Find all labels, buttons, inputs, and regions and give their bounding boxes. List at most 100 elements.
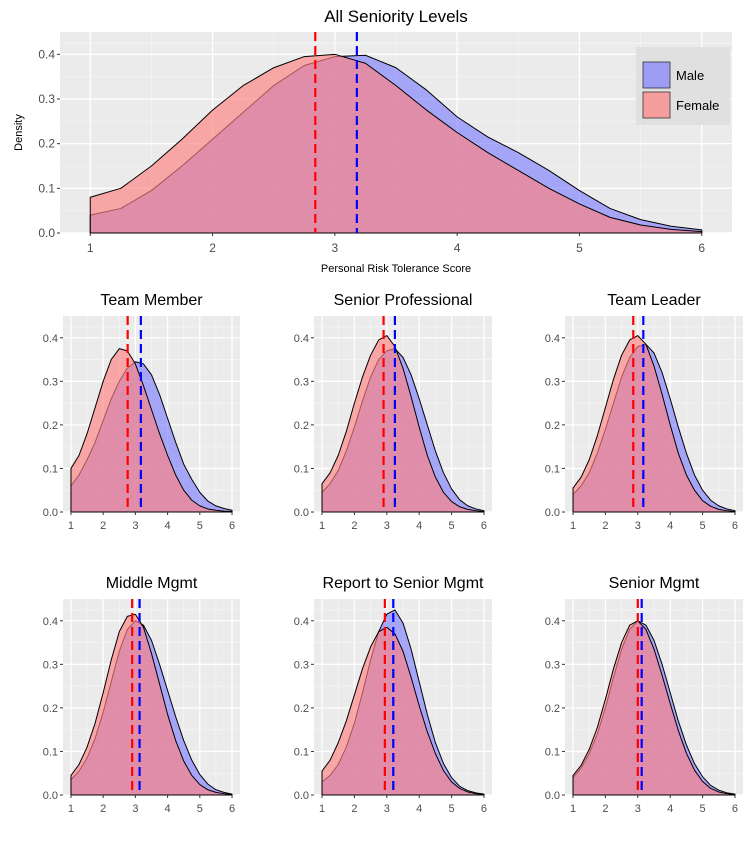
density-area-female	[321, 626, 485, 796]
y-tick-label: 0.3	[294, 659, 309, 671]
density-area-female	[572, 335, 736, 513]
chart-panel-5: Report to Senior Mgmt 1 2 3 4 5 6 0.0 0.1 0.2 0.3 0…	[294, 575, 492, 815]
x-tick-label: 1	[87, 241, 94, 255]
x-tick-label: 5	[700, 520, 706, 532]
y-tick-label: 0.1	[38, 181, 55, 195]
density-area-female	[89, 53, 703, 234]
y-tick-label: 0.1	[43, 746, 58, 758]
x-tick-label: 5	[700, 803, 706, 815]
x-tick-label: 6	[698, 241, 705, 255]
y-tick-label: 0.4	[43, 616, 58, 628]
x-tick-label: 5	[197, 520, 203, 532]
chart-title: Team Member	[100, 292, 203, 309]
y-tick-label: 0.2	[43, 420, 58, 432]
x-tick-label: 1	[68, 803, 74, 815]
x-tick-label: 2	[351, 520, 357, 532]
x-tick-label: 5	[449, 803, 455, 815]
density-area-female	[572, 620, 736, 796]
y-tick-label: 0.0	[38, 226, 55, 240]
y-tick-label: 0.1	[545, 746, 560, 758]
y-tick-label: 0.3	[294, 376, 309, 388]
y-tick-label: 0.4	[43, 333, 58, 345]
x-tick-label: 2	[602, 803, 608, 815]
x-tick-label: 2	[100, 520, 106, 532]
chart-title: Report to Senior Mgmt	[323, 575, 485, 592]
x-tick-label: 3	[384, 803, 390, 815]
x-tick-label: 4	[667, 520, 673, 532]
y-tick-label: 0.4	[545, 616, 560, 628]
chart-panel-6: Senior Mgmt 1 2 3 4 5 6 0.0 0.1 0.2 0.3 0.4	[545, 575, 743, 815]
x-tick-label: 3	[332, 241, 339, 255]
y-tick-label: 0.3	[43, 376, 58, 388]
x-tick-label: 1	[319, 803, 325, 815]
y-tick-label: 0.4	[294, 333, 309, 345]
legend: Male Female	[636, 47, 730, 125]
legend-label-male: Male	[676, 68, 704, 83]
x-tick-label: 5	[576, 241, 583, 255]
x-tick-label: 2	[100, 803, 106, 815]
y-tick-label: 0.3	[43, 659, 58, 671]
density-area-female	[70, 348, 233, 513]
y-tick-label: 0.0	[43, 507, 58, 519]
legend-label-female: Female	[676, 98, 719, 113]
y-tick-label: 0.3	[545, 659, 560, 671]
chart-title: Team Leader	[607, 292, 701, 309]
x-tick-label: 1	[570, 520, 576, 532]
chart-panel-3: Team Leader 1 2 3 4 5 6 0.0 0.1 0.2 0.3 0.4	[545, 292, 743, 532]
x-tick-label: 5	[197, 803, 203, 815]
legend-swatch-female	[642, 91, 671, 119]
x-tick-label: 6	[229, 520, 235, 532]
y-tick-label: 0.2	[545, 420, 560, 432]
chart-panel-0: All Seniority Levels 1 2 3 4 5 6 0.0 0.1 0.2 0.3 0.…	[13, 7, 732, 275]
x-tick-label: 3	[132, 520, 138, 532]
x-tick-label: 4	[165, 520, 171, 532]
y-tick-label: 0.3	[545, 376, 560, 388]
x-tick-label: 3	[635, 520, 641, 532]
chart-panel-2: Senior Professional 1 2 3 4 5 6 0.0 0.1 0.2 0.3 0.4	[294, 292, 492, 532]
y-tick-label: 0.0	[294, 790, 309, 802]
x-tick-label: 2	[351, 803, 357, 815]
x-tick-label: 1	[570, 803, 576, 815]
y-tick-label: 0.4	[545, 333, 560, 345]
x-tick-label: 4	[454, 241, 461, 255]
x-tick-label: 6	[481, 520, 487, 532]
x-tick-label: 5	[449, 520, 455, 532]
y-tick-label: 0.2	[294, 703, 309, 715]
y-tick-label: 0.3	[38, 92, 55, 106]
y-tick-label: 0.2	[545, 703, 560, 715]
x-tick-label: 4	[416, 803, 422, 815]
y-tick-label: 0.1	[294, 746, 309, 758]
x-tick-label: 6	[732, 520, 738, 532]
x-tick-label: 6	[229, 803, 235, 815]
x-tick-label: 2	[602, 520, 608, 532]
x-tick-label: 3	[132, 803, 138, 815]
chart-title: Senior Professional	[334, 292, 473, 309]
y-tick-label: 0.4	[38, 47, 55, 61]
y-tick-label: 0.4	[294, 616, 309, 628]
y-axis-label: Density	[13, 114, 25, 151]
x-tick-label: 1	[68, 520, 74, 532]
x-tick-label: 2	[209, 241, 216, 255]
x-tick-label: 4	[416, 520, 422, 532]
y-tick-label: 0.0	[545, 790, 560, 802]
chart-title: Middle Mgmt	[106, 575, 198, 592]
y-tick-label: 0.0	[545, 507, 560, 519]
x-tick-label: 1	[319, 520, 325, 532]
y-tick-label: 0.2	[38, 137, 55, 151]
chart-title: Senior Mgmt	[609, 575, 700, 592]
legend-swatch-male	[642, 61, 671, 89]
y-tick-label: 0.1	[545, 463, 560, 475]
chart-panel-4: Middle Mgmt 1 2 3 4 5 6 0.0 0.1 0.2 0.3 0.4	[43, 575, 240, 815]
x-tick-label: 4	[667, 803, 673, 815]
chart-panel-1: Team Member 1 2 3 4 5 6 0.0 0.1 0.2 0.3 0.4	[43, 292, 240, 532]
chart-title: All Seniority Levels	[324, 7, 468, 26]
x-axis-label: Personal Risk Tolerance Score	[321, 263, 471, 275]
y-tick-label: 0.2	[294, 420, 309, 432]
x-tick-label: 4	[165, 803, 171, 815]
y-tick-label: 0.1	[294, 463, 309, 475]
x-tick-label: 3	[635, 803, 641, 815]
y-tick-label: 0.0	[294, 507, 309, 519]
y-tick-label: 0.1	[43, 463, 58, 475]
x-tick-label: 6	[732, 803, 738, 815]
